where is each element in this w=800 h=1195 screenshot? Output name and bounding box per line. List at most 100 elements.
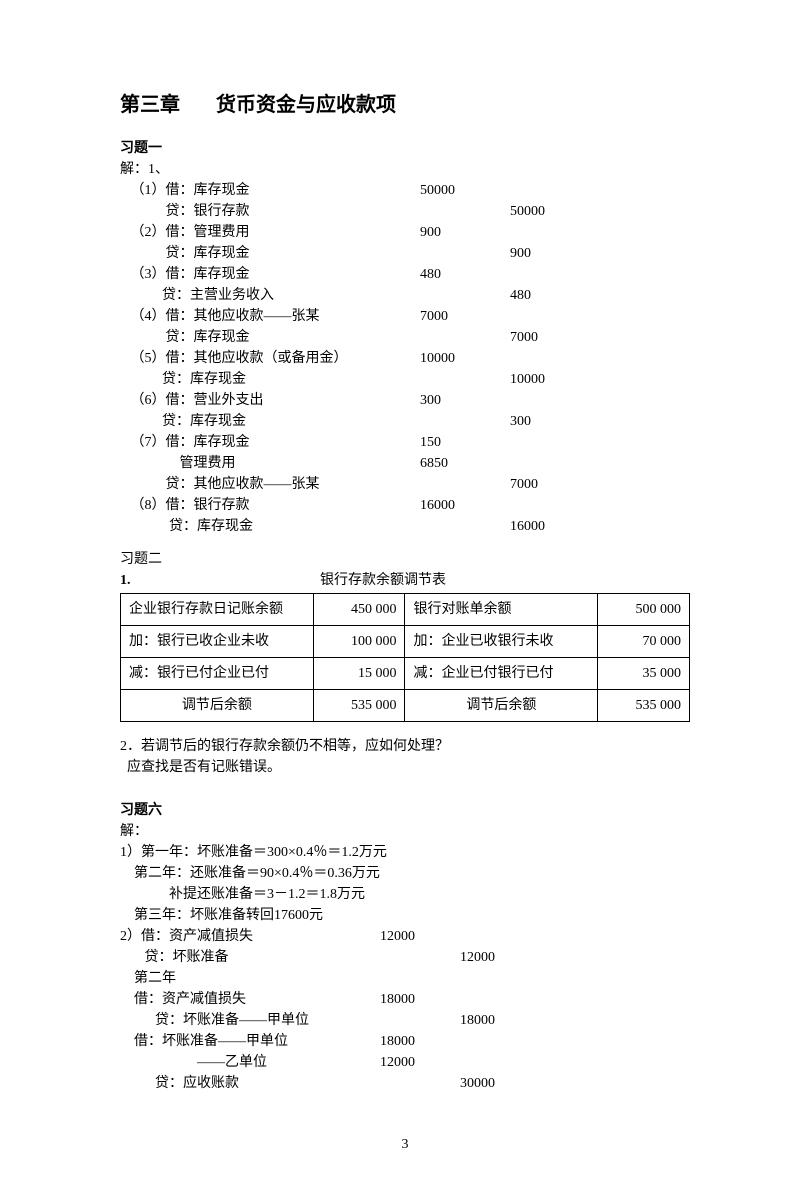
cell: 500 000 — [598, 594, 690, 626]
entry-credit — [460, 1052, 540, 1073]
ex6-title: 习题六 — [120, 800, 690, 821]
text-line: 第三年：坏账准备转回17600元 — [120, 905, 690, 926]
entry-debit — [380, 1073, 460, 1094]
entry-debit — [420, 369, 510, 390]
entry-label: 贷：库存现金 — [120, 369, 420, 390]
ex2-a2: 应查找是否有记账错误。 — [120, 757, 690, 778]
entry-credit — [510, 453, 600, 474]
entry-credit — [460, 926, 540, 947]
entry-row: 贷：库存现金 900 — [120, 243, 690, 264]
entry-debit: 50000 — [420, 180, 510, 201]
ex1-sub: 解：1、 — [120, 159, 690, 180]
entry-label: 贷：库存现金 — [120, 411, 420, 432]
entry-label: 贷：主营业务收入 — [120, 285, 420, 306]
entry-label: （5）借：其他应收款（或备用金） — [120, 348, 420, 369]
entry-credit — [460, 989, 540, 1010]
entry-credit — [460, 968, 540, 989]
cell: 企业银行存款日记账余额 — [121, 594, 314, 626]
entry-row: （3）借：库存现金 480 — [120, 264, 690, 285]
entry-row: （2）借：管理费用 900 — [120, 222, 690, 243]
entry-row: 借：坏账准备——甲单位18000 — [120, 1031, 690, 1052]
ex1-entries: （1）借：库存现金50000 贷：银行存款50000 （2）借：管理费用 900… — [120, 180, 690, 537]
entry-debit — [420, 285, 510, 306]
entry-debit — [420, 516, 510, 537]
entry-row: 贷：库存现金 16000 — [120, 516, 690, 537]
entry-label: 贷：银行存款 — [120, 201, 420, 222]
table-row: 加：银行已收企业未收100 000加：企业已收银行未收70 000 — [121, 626, 690, 658]
ex1-title: 习题一 — [120, 138, 690, 159]
entry-credit: 50000 — [510, 201, 600, 222]
ex2-title: 习题二 — [120, 549, 690, 570]
entry-row: 贷：坏账准备——甲单位18000 — [120, 1010, 690, 1031]
entry-label: 借：资产减值损失 — [120, 989, 380, 1010]
cell: 70 000 — [598, 626, 690, 658]
entry-row: 第二年 — [120, 968, 690, 989]
entry-debit: 300 — [420, 390, 510, 411]
cell: 35 000 — [598, 658, 690, 690]
entry-debit: 6850 — [420, 453, 510, 474]
entry-label: 2）借：资产减值损失 — [120, 926, 380, 947]
cell: 535 000 — [598, 690, 690, 722]
entry-row: （5）借：其他应收款（或备用金）10000 — [120, 348, 690, 369]
entry-credit — [510, 432, 600, 453]
entry-label: （4）借：其他应收款——张某 — [120, 306, 420, 327]
entry-label: ——乙单位 — [120, 1052, 380, 1073]
entry-label: 贷：其他应收款——张某 — [120, 474, 420, 495]
entry-credit: 18000 — [460, 1010, 540, 1031]
chapter-prefix: 第三章 — [120, 94, 180, 116]
entry-row: （1）借：库存现金50000 — [120, 180, 690, 201]
entry-label: 贷：库存现金 — [120, 327, 420, 348]
table-row: 减：银行已付企业已付15 000减：企业已付银行已付35 000 — [121, 658, 690, 690]
entry-debit — [420, 411, 510, 432]
entry-row: 贷：主营业务收入 480 — [120, 285, 690, 306]
entry-credit: 900 — [510, 243, 600, 264]
entry-debit — [420, 243, 510, 264]
cell: 加：企业已收银行未收 — [405, 626, 598, 658]
cell: 100 000 — [313, 626, 405, 658]
cell: 调节后余额 — [121, 690, 314, 722]
entry-debit: 7000 — [420, 306, 510, 327]
entry-row: 2）借：资产减值损失12000 — [120, 926, 690, 947]
entry-debit — [380, 1010, 460, 1031]
entry-label: （8）借：银行存款 — [120, 495, 420, 516]
ex2-caption: 银行存款余额调节表 — [320, 570, 446, 591]
cell: 450 000 — [313, 594, 405, 626]
entry-row: ——乙单位12000 — [120, 1052, 690, 1073]
text-line: 1）第一年：坏账准备＝300×0.4％＝1.2万元 — [120, 842, 690, 863]
entry-row: 贷：库存现金300 — [120, 411, 690, 432]
entry-label: （2）借：管理费用 — [120, 222, 420, 243]
entry-row: （6）借：营业外支出300 — [120, 390, 690, 411]
entry-credit: 7000 — [510, 474, 600, 495]
entry-row: 借：资产减值损失18000 — [120, 989, 690, 1010]
cell: 加：银行已收企业未收 — [121, 626, 314, 658]
entry-credit — [460, 1031, 540, 1052]
entry-credit — [510, 306, 600, 327]
entry-credit — [510, 180, 600, 201]
entry-debit: 12000 — [380, 926, 460, 947]
entry-label: 贷：库存现金 — [120, 516, 420, 537]
entry-row: （7）借：库存现金 150 — [120, 432, 690, 453]
cell: 银行对账单余额 — [405, 594, 598, 626]
entry-row: 贷：银行存款 50000 — [120, 201, 690, 222]
table-row: 调节后余额535 000调节后余额535 000 — [121, 690, 690, 722]
ex6-sub: 解： — [120, 821, 690, 842]
entry-row: 贷：应收账款30000 — [120, 1073, 690, 1094]
entry-credit: 12000 — [460, 947, 540, 968]
cell: 15 000 — [313, 658, 405, 690]
entry-label: （7）借：库存现金 — [120, 432, 420, 453]
entry-credit: 7000 — [510, 327, 600, 348]
entry-credit: 16000 — [510, 516, 600, 537]
entry-label: 管理费用 — [120, 453, 420, 474]
entry-debit — [420, 201, 510, 222]
entry-credit — [510, 495, 600, 516]
entry-debit: 18000 — [380, 989, 460, 1010]
entry-debit — [420, 327, 510, 348]
entry-row: （8）借：银行存款16000 — [120, 495, 690, 516]
entry-credit: 480 — [510, 285, 600, 306]
chapter-title: 第三章货币资金与应收款项 — [120, 90, 690, 120]
entry-label: 第二年 — [120, 968, 380, 989]
entry-credit: 10000 — [510, 369, 600, 390]
entry-debit: 12000 — [380, 1052, 460, 1073]
entry-debit — [420, 474, 510, 495]
entry-debit — [380, 968, 460, 989]
